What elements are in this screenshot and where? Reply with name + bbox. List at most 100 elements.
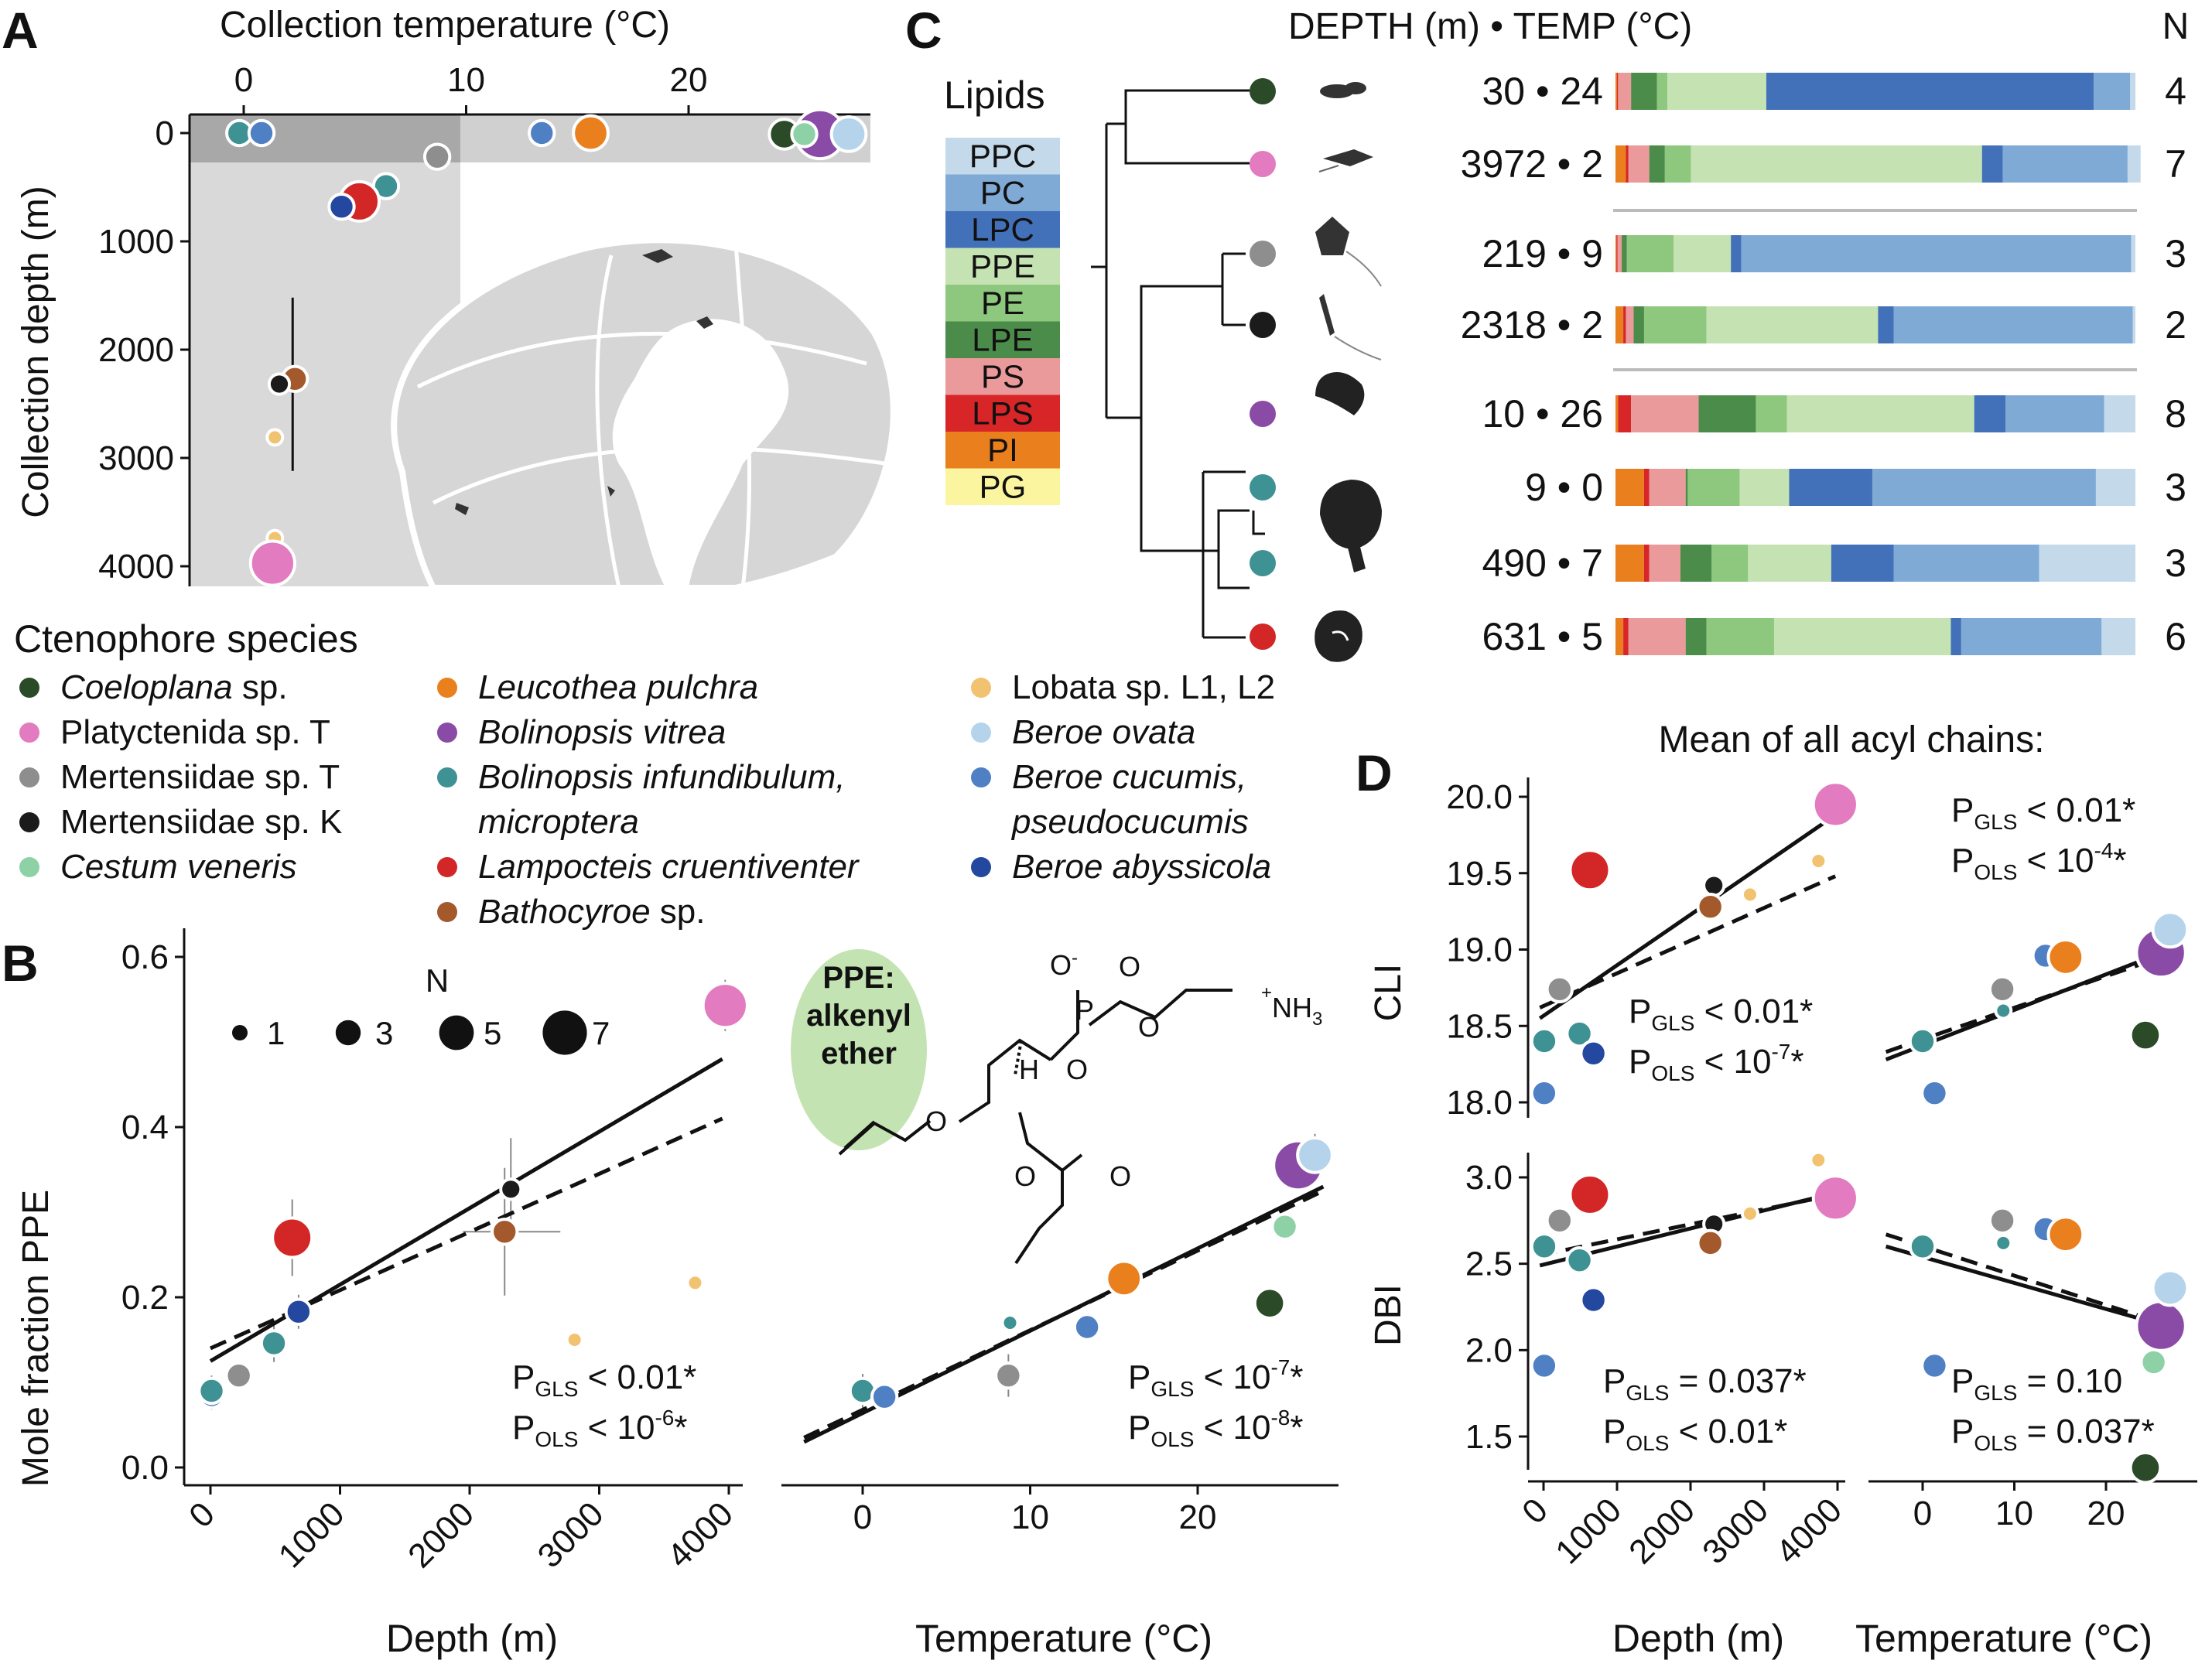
mol-o-3: O: [925, 1105, 947, 1137]
panel-b-depth-x-tick-label: 4000: [660, 1495, 740, 1575]
legend-label-plat: Platyctenida sp. T: [60, 713, 330, 751]
d2-point-berc: [1920, 1078, 1949, 1108]
panel-letter-d: D: [1356, 744, 1393, 801]
panel-b-temp-point-cest: [1270, 1212, 1299, 1241]
panel-c-n: 3: [2165, 232, 2186, 275]
panel-b-depth-point-loba: [685, 1273, 705, 1293]
panel-c-bar-LPS: [1626, 145, 1629, 183]
lipid-key-label-PPC: PPC: [969, 138, 1036, 174]
panel-b-depth-x-title: Depth (m): [386, 1617, 558, 1660]
panel-c-bar-PS: [1628, 145, 1650, 183]
legend-swatch-coel: [19, 678, 39, 698]
mol-nh3: +NH3: [1261, 982, 1322, 1030]
legend-swatch-boli: [437, 767, 457, 787]
panel-d-title: Mean of all acyl chains:: [1659, 719, 2045, 760]
panel-a-point-loba: [265, 428, 285, 447]
panel-c-depth-temp: 10 • 26: [1482, 392, 1603, 436]
panel-a-x-tick-label: 20: [670, 61, 708, 99]
d4-point-mertT: [1988, 1206, 2017, 1235]
d1-point-berc: [1530, 1078, 1559, 1108]
legend-label-cest: Cestum veneris: [60, 848, 297, 886]
panel-c-depth-temp: 2318 • 2: [1461, 303, 1603, 347]
panel-c-bar-LPC: [1789, 469, 1872, 506]
mol-o-1: O: [1066, 1054, 1088, 1085]
panel-c-bar-PE: [1656, 73, 1668, 110]
panel-c-n: 3: [2165, 541, 2186, 585]
lipid-key-swatch-LPC: [945, 211, 1060, 248]
lipid-key-label-PC: PC: [980, 175, 1025, 211]
panel-a-x-tick-label: 0: [234, 61, 253, 99]
lipid-key-label-LPC: LPC: [971, 211, 1034, 248]
panel-c-node-mertT: [1250, 241, 1276, 267]
panel-letter-b: B: [2, 934, 39, 992]
d1-y-tick-label: 18.0: [1446, 1084, 1513, 1122]
panel-c-bar-PPC: [2101, 618, 2135, 655]
legend-swatch-loba: [971, 678, 991, 698]
lipid-key-label-LPE: LPE: [972, 322, 1033, 358]
panel-c-n: 2: [2165, 303, 2186, 347]
panel-c-bar-PC: [2094, 73, 2131, 110]
lipid-key-swatch-PE: [945, 285, 1060, 322]
panel-c-bar-PE: [1687, 469, 1740, 506]
d3-y-tick-label: 2.0: [1465, 1331, 1513, 1369]
legend-swatch-leuc: [437, 678, 457, 698]
mol-o-2: O: [1138, 1011, 1160, 1043]
lipid-key-swatch-PS: [945, 358, 1060, 395]
d1-y-tick-label: 20.0: [1446, 778, 1513, 816]
d1-point-loba: [1809, 851, 1828, 870]
panel-c-bar-PPE: [1786, 395, 1974, 432]
lipid-key-label-LPS: LPS: [972, 395, 1033, 432]
legend-swatch-mertT: [19, 767, 39, 787]
d3-x-tick-label: 4000: [1769, 1491, 1849, 1571]
panel-d-cli-label: CLI: [1368, 964, 1409, 1022]
panel-c-bar-PS: [1649, 469, 1686, 506]
panel-d: D Mean of all acyl chains: 18.018.519.01…: [1356, 719, 2197, 1660]
d1-point-lamp: [1568, 849, 1612, 892]
legend-swatch-mertK: [19, 812, 39, 832]
size-legend-dot: [542, 1010, 587, 1055]
panel-b-temp-x-title: Temperature (°C): [915, 1617, 1212, 1660]
panel-c-bar-LPC: [1831, 545, 1894, 582]
legend-label-mertT: Mertensiidae sp. T: [60, 758, 340, 796]
d1-point-bera: [1579, 1039, 1608, 1068]
panel-c-bar-PC: [2002, 145, 2128, 183]
panel-c-depth-temp: 490 • 7: [1482, 541, 1603, 585]
panel-c-bar-PPC: [2132, 306, 2135, 343]
panel-c-node-mertK: [1250, 312, 1276, 338]
panel-letter-c: C: [905, 2, 942, 59]
panel-b-depth-point-boli: [259, 1329, 289, 1358]
panel-c-bar-PI: [1615, 73, 1618, 110]
mol-o-dbl: O: [1119, 951, 1140, 982]
panel-b-temp-point-berc: [870, 1382, 899, 1411]
d1-point-boli: [1565, 1019, 1594, 1048]
d2-point-mertT: [1988, 975, 2017, 1004]
lipid-key-label-PE: PE: [981, 285, 1024, 321]
legend-label-berc-line2: pseudocucumis: [1010, 803, 1249, 841]
mol-h: H: [1019, 1054, 1039, 1085]
d3-point-lamp: [1568, 1173, 1612, 1216]
panel-b-temp-point-coel: [1253, 1286, 1287, 1320]
panel-c-bar-PE: [1711, 545, 1749, 582]
lipid-key-swatch-PPE: [945, 248, 1060, 285]
panel-a-y-axis-title: Collection depth (m): [15, 186, 56, 518]
lipid-key-swatch-LPS: [945, 395, 1060, 432]
lipid-key-swatch-PG: [945, 468, 1060, 505]
panel-c-bar-LPE: [1685, 618, 1707, 655]
panel-c-depth-temp: 3972 • 2: [1461, 142, 1603, 186]
d4-x-tick-label: 20: [2087, 1495, 2125, 1532]
legend-swatch-bera: [971, 857, 991, 877]
panel-b-depth-point-bera: [284, 1297, 313, 1326]
panel-c-bar-LPS: [1618, 395, 1632, 432]
panel-c-bar-PE: [1706, 618, 1774, 655]
panel-c-bar-LPE: [1649, 145, 1665, 183]
panel-c-bar-PPC: [2131, 235, 2135, 272]
panel-b-temperature-plot: 0 10 20 PGLS < 10-7* POLS < 10-8*: [781, 1133, 1338, 1536]
panel-a: A Collection temperature (°C) 0 10 20 0 1000…: [2, 2, 897, 591]
panel-c-n: 3: [2165, 466, 2186, 509]
panel-c-node-boli: [1250, 474, 1276, 500]
legend-swatch-bath: [437, 902, 457, 922]
lipid-key-swatch-PC: [945, 174, 1060, 211]
size-legend: N 1 3 5 7: [232, 962, 610, 1055]
